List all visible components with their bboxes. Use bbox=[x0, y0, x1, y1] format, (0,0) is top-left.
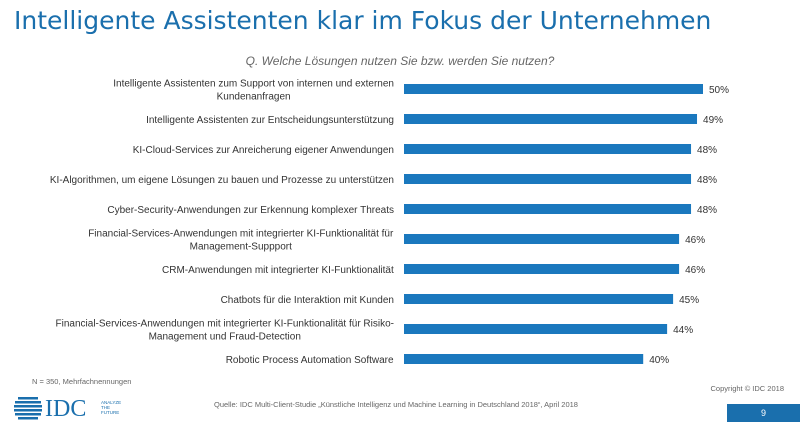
value-label-5: 46% bbox=[685, 235, 705, 246]
category-label-5: Financial-Services-Anwendungen mit integ… bbox=[88, 229, 394, 253]
logo-text: IDC bbox=[45, 396, 87, 422]
bar-6 bbox=[404, 264, 680, 274]
sample-note: N = 350, Mehrfachnennungen bbox=[32, 377, 132, 386]
category-label-7: Chatbots für die Interaktion mit Kunden bbox=[221, 295, 394, 306]
bar-chart: 50% Intelligente Assistenten zum Support … bbox=[50, 79, 729, 367]
category-label-1: Intelligente Assistenten zur Entscheidun… bbox=[146, 115, 394, 126]
value-label-2: 48% bbox=[697, 145, 717, 156]
globe-icon bbox=[14, 397, 42, 420]
page-number: 9 bbox=[727, 404, 800, 422]
bar-1 bbox=[404, 114, 698, 124]
value-label-7: 45% bbox=[679, 295, 699, 306]
bar-8 bbox=[404, 324, 668, 334]
value-label-3: 48% bbox=[697, 175, 717, 186]
bar-9 bbox=[404, 354, 644, 364]
value-label-1: 49% bbox=[703, 115, 723, 126]
bar-4 bbox=[404, 204, 692, 214]
copyright-text: Copyright © IDC 2018 bbox=[710, 384, 784, 393]
category-label-8: Financial-Services-Anwendungen mit integ… bbox=[56, 319, 394, 343]
category-label-3: KI-Algorithmen, um eigene Lösungen zu ba… bbox=[50, 175, 394, 186]
idc-logo: IDC ANALYZE THE FUTURE bbox=[14, 396, 144, 422]
survey-question: Q. Welche Lösungen nutzen Sie bzw. werde… bbox=[245, 54, 555, 68]
logo-tagline: ANALYZE THE FUTURE bbox=[101, 400, 122, 415]
category-label-2: KI-Cloud-Services zur Anreicherung eigen… bbox=[133, 145, 394, 156]
category-label-6: CRM-Anwendungen mit integrierter KI-Funk… bbox=[162, 265, 394, 276]
bar-5 bbox=[404, 234, 680, 244]
slide-title: Intelligente Assistenten klar im Fokus d… bbox=[14, 6, 712, 35]
value-label-0: 50% bbox=[709, 85, 729, 96]
value-label-8: 44% bbox=[673, 325, 693, 336]
bar-3 bbox=[404, 174, 692, 184]
category-label-0: Intelligente Assistenten zum Support von… bbox=[113, 79, 394, 103]
value-label-4: 48% bbox=[697, 205, 717, 216]
bar-2 bbox=[404, 144, 692, 154]
category-label-9: Robotic Process Automation Software bbox=[226, 355, 394, 366]
value-label-6: 46% bbox=[685, 265, 705, 276]
value-label-9: 40% bbox=[649, 355, 669, 366]
bar-0 bbox=[404, 84, 703, 94]
source-text: Quelle: IDC Multi-Client-Studie „Künstli… bbox=[214, 400, 578, 409]
category-label-4: Cyber-Security-Anwendungen zur Erkennung… bbox=[107, 205, 394, 216]
bar-7 bbox=[404, 294, 674, 304]
